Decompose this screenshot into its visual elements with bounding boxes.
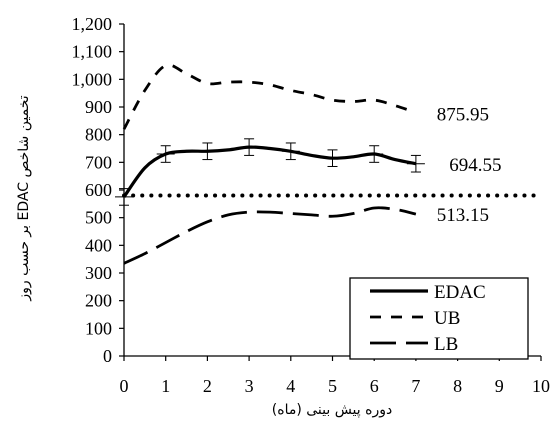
x-tick-label: 4 <box>286 376 295 396</box>
x-tick-label: 9 <box>495 376 504 396</box>
y-tick-label: 0 <box>103 346 112 366</box>
x-tick-label: 2 <box>203 376 212 396</box>
legend: EDAC UB LB <box>349 277 529 360</box>
error-bar <box>406 154 425 173</box>
data-label: 875.95 <box>437 105 489 126</box>
series-line-lb <box>123 206 417 265</box>
error-bar <box>115 188 133 206</box>
series-line-ub <box>122 63 417 130</box>
error-bars <box>115 138 425 206</box>
x-tick-label: 10 <box>532 376 550 396</box>
y-tick-label: 800 <box>85 125 112 145</box>
error-bar <box>198 142 217 161</box>
y-tick-label: 900 <box>85 97 112 117</box>
y-tick-label: 1,100 <box>72 42 113 62</box>
data-label: 513.15 <box>437 205 489 226</box>
y-axis-title: تخمین شاخص EDAC بر حسب روز <box>16 95 32 301</box>
error-bar <box>156 145 175 163</box>
error-bar <box>365 145 384 163</box>
x-axis-title: دوره پیش بینی (ماه) <box>272 402 392 418</box>
series-line-edac <box>122 145 417 198</box>
data-label: 694.55 <box>449 155 501 176</box>
y-tick-label: 700 <box>85 152 112 172</box>
y-tick-label: 100 <box>85 318 112 338</box>
x-axis-ticks: 0 1 2 3 4 5 6 7 8 9 10 <box>120 356 550 396</box>
y-tick-label: 500 <box>85 208 112 228</box>
y-axis-ticks: 0 100 200 300 400 500 600 700 800 900 1,000 1,100 1,… <box>72 14 124 366</box>
x-tick-label: 1 <box>161 376 170 396</box>
x-tick-label: 3 <box>245 376 254 396</box>
error-bar <box>281 142 300 161</box>
y-tick-label: 1,000 <box>72 69 113 89</box>
x-tick-label: 7 <box>411 376 420 396</box>
y-tick-label: 300 <box>85 263 112 283</box>
y-tick-label: 200 <box>85 291 112 311</box>
x-tick-label: 5 <box>328 376 337 396</box>
annotations: 875.95 694.55 513.15 <box>437 105 502 226</box>
y-tick-label: 600 <box>85 180 112 200</box>
error-bar <box>323 149 342 167</box>
legend-label-edac: EDAC <box>434 282 486 303</box>
y-tick-label: 400 <box>85 235 112 255</box>
x-tick-label: 0 <box>120 376 129 396</box>
series-group <box>122 63 417 265</box>
y-tick-label: 1,200 <box>72 14 113 34</box>
x-tick-label: 6 <box>370 376 379 396</box>
x-tick-label: 8 <box>453 376 462 396</box>
legend-label-lb: LB <box>434 334 458 355</box>
legend-label-ub: UB <box>434 308 460 329</box>
error-bar <box>240 138 259 156</box>
